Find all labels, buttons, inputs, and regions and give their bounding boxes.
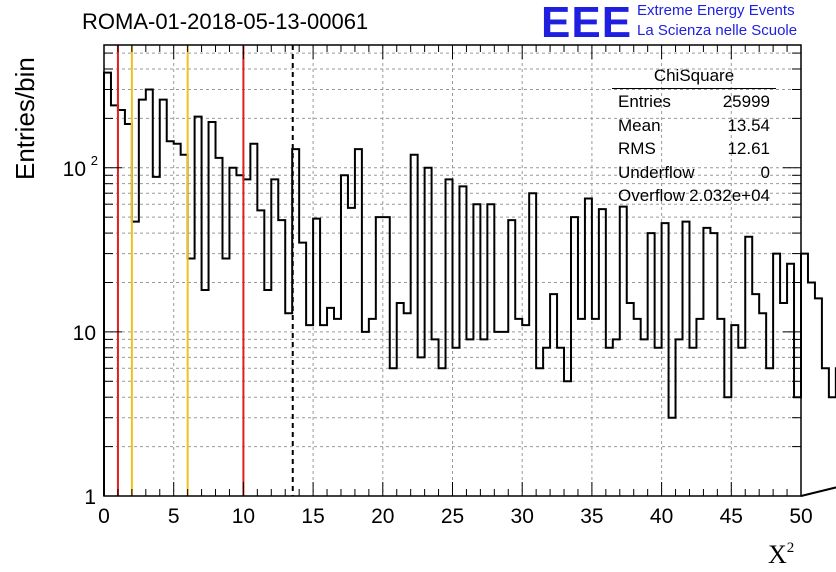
stats-row: Overflow 2.032e+04 [612, 186, 776, 210]
logo-text-line2: La Scienza nelle Scuole [637, 22, 798, 39]
x-axis-label-sup: 2 [786, 540, 795, 556]
y-tick-label-exponent: 2 [91, 153, 98, 168]
x-tick-label: 50 [789, 505, 812, 528]
stats-row: Mean 13.54 [612, 116, 776, 140]
stats-label: RMS [618, 139, 656, 158]
x-axis-label: X2 [768, 540, 794, 570]
stats-value: 13.54 [727, 115, 770, 135]
y-tick-label: 10 [73, 322, 96, 345]
x-tick-label: 25 [441, 505, 464, 528]
x-tick-label: 20 [371, 505, 394, 528]
eee-logo: EEE [541, 0, 633, 47]
x-tick-label: 0 [98, 505, 110, 528]
chart-title: ROMA-01-2018-05-13-00061 [82, 9, 369, 34]
x-tick-label: 10 [232, 505, 255, 528]
stats-value: 2.032e+04 [689, 186, 770, 205]
x-axis-label-base: X [768, 540, 787, 569]
x-tick-label: 15 [301, 505, 324, 528]
stats-row: Underflow 0 [612, 163, 776, 187]
stats-value: 25999 [722, 92, 770, 111]
y-axis-label: Entries/bin [10, 57, 40, 180]
stats-label: Underflow [618, 162, 695, 182]
x-tick-label: 40 [650, 505, 673, 528]
stats-label: Overflow [618, 186, 686, 205]
stats-value: 0 [760, 162, 770, 182]
x-tick-label: 35 [580, 505, 603, 528]
stats-row: Entries 25999 [612, 92, 776, 116]
x-tick-label: 30 [511, 505, 534, 528]
stats-label: Entries [618, 92, 671, 111]
x-tick-label: 45 [720, 505, 743, 528]
histogram-series [103, 71, 836, 497]
stats-box: ChiSquare Entries 25999 Mean 13.54 RMS 12.6… [612, 66, 776, 210]
logo-text-line1: Extreme Energy Events [637, 2, 795, 19]
stats-title: ChiSquare [612, 66, 776, 89]
stats-value: 12.61 [727, 139, 770, 158]
y-tick-label: 10 [63, 158, 86, 181]
x-tick-label: 5 [168, 505, 180, 528]
stats-row: RMS 12.61 [612, 139, 776, 163]
stats-label: Mean [618, 115, 661, 135]
y-tick-label: 1 [84, 486, 96, 509]
